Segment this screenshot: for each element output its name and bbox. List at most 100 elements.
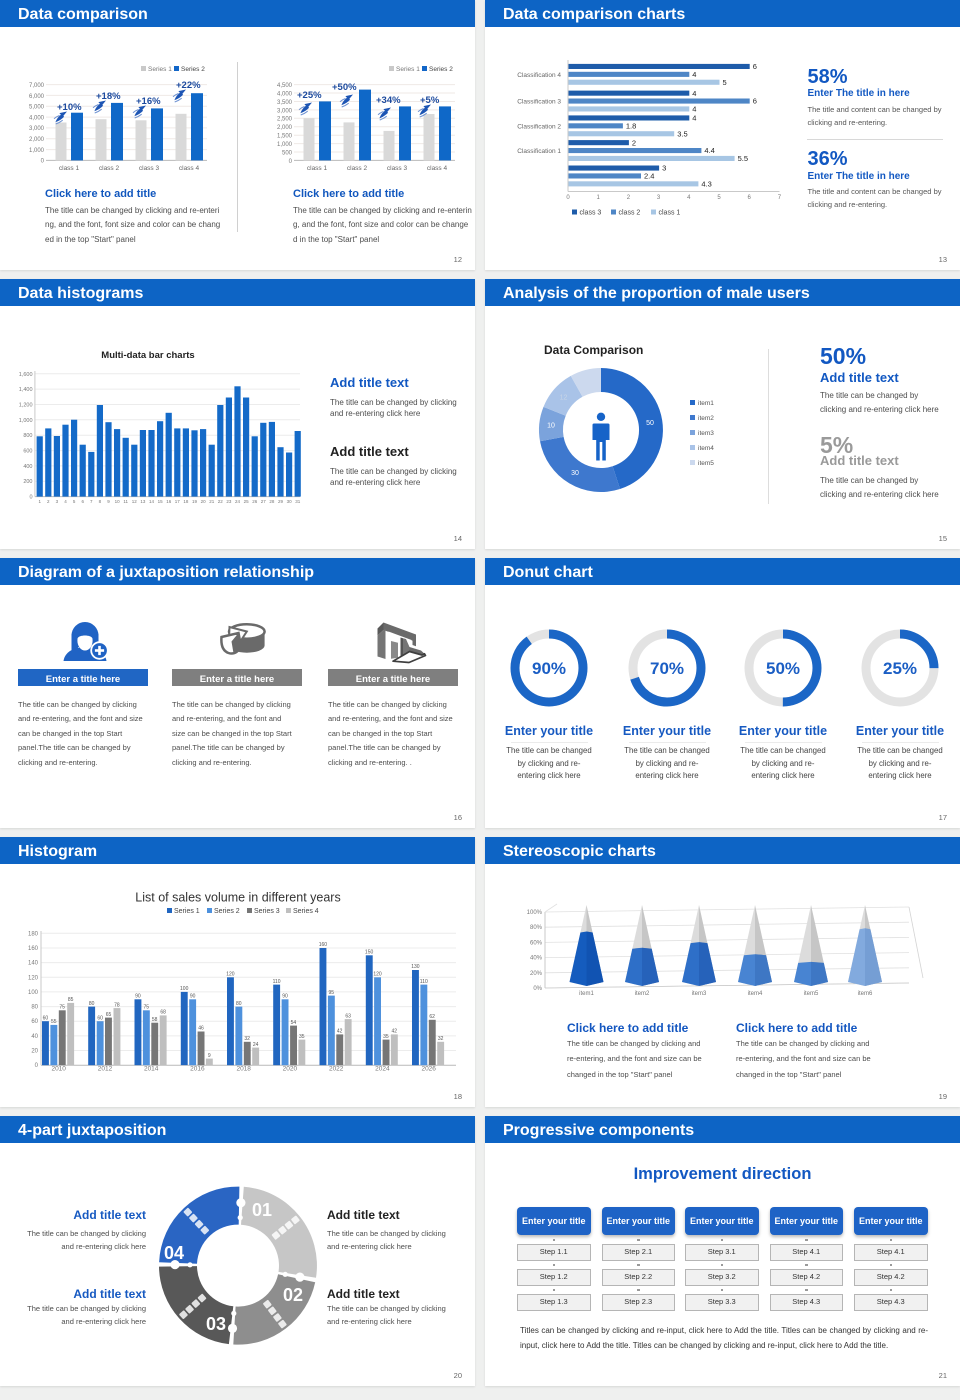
svg-text:160: 160 bbox=[319, 942, 328, 948]
svg-text:90: 90 bbox=[135, 994, 141, 1000]
svg-text:32: 32 bbox=[244, 1036, 250, 1042]
svg-text:8: 8 bbox=[99, 499, 102, 504]
svg-text:02: 02 bbox=[283, 1285, 303, 1305]
svg-text:Series 2: Series 2 bbox=[214, 908, 240, 915]
svg-text:140: 140 bbox=[28, 961, 39, 967]
svg-text:110: 110 bbox=[420, 979, 428, 985]
svg-text:75: 75 bbox=[144, 1005, 150, 1011]
svg-text:20: 20 bbox=[31, 1049, 38, 1055]
svg-text:160: 160 bbox=[28, 946, 39, 952]
svg-text:110: 110 bbox=[273, 979, 281, 985]
svg-text:40%: 40% bbox=[530, 956, 543, 962]
svg-text:+50%: +50% bbox=[332, 82, 357, 93]
svg-text:class 1: class 1 bbox=[59, 165, 80, 172]
svg-text:2014: 2014 bbox=[144, 1066, 159, 1073]
svg-text:+22%: +22% bbox=[176, 80, 201, 91]
svg-text:60%: 60% bbox=[530, 940, 543, 946]
svg-text:600: 600 bbox=[23, 449, 32, 455]
svg-text:120: 120 bbox=[226, 972, 235, 978]
svg-text:3,500: 3,500 bbox=[277, 100, 293, 106]
svg-text:class 1: class 1 bbox=[659, 210, 681, 217]
svg-text:42: 42 bbox=[337, 1029, 343, 1035]
svg-text:5,000: 5,000 bbox=[29, 105, 45, 111]
svg-text:2,000: 2,000 bbox=[29, 137, 45, 143]
svg-text:item4: item4 bbox=[698, 445, 714, 452]
svg-text:3,000: 3,000 bbox=[29, 126, 45, 132]
svg-text:30: 30 bbox=[287, 499, 293, 504]
svg-text:4: 4 bbox=[692, 105, 696, 114]
svg-text:150: 150 bbox=[365, 950, 374, 956]
svg-text:1,000: 1,000 bbox=[277, 142, 293, 148]
svg-text:7,000: 7,000 bbox=[29, 83, 45, 89]
svg-text:62: 62 bbox=[429, 1014, 435, 1020]
svg-text:5: 5 bbox=[73, 499, 76, 504]
svg-text:800: 800 bbox=[23, 433, 32, 439]
svg-text:+10%: +10% bbox=[57, 102, 82, 113]
svg-text:+5%: +5% bbox=[420, 95, 440, 106]
svg-text:class 3: class 3 bbox=[580, 210, 602, 217]
svg-text:0: 0 bbox=[289, 159, 293, 165]
svg-text:2010: 2010 bbox=[51, 1066, 66, 1073]
svg-text:item1: item1 bbox=[698, 400, 714, 407]
svg-text:90: 90 bbox=[190, 994, 196, 1000]
svg-text:0: 0 bbox=[35, 1063, 39, 1069]
svg-text:6: 6 bbox=[753, 97, 757, 106]
svg-text:20%: 20% bbox=[530, 971, 543, 977]
svg-text:Enter a title here: Enter a title here bbox=[46, 674, 120, 685]
svg-text:2016: 2016 bbox=[190, 1066, 205, 1073]
svg-text:class 2: class 2 bbox=[619, 210, 641, 217]
svg-text:3: 3 bbox=[662, 164, 666, 173]
svg-text:4,000: 4,000 bbox=[29, 115, 45, 121]
svg-text:2: 2 bbox=[632, 138, 636, 147]
svg-text:4: 4 bbox=[687, 195, 691, 201]
svg-text:0: 0 bbox=[41, 159, 45, 165]
svg-text:3,000: 3,000 bbox=[277, 108, 293, 114]
svg-text:1,200: 1,200 bbox=[19, 403, 33, 409]
svg-text:80: 80 bbox=[236, 1001, 242, 1007]
svg-text:04: 04 bbox=[164, 1243, 184, 1263]
svg-text:0%: 0% bbox=[533, 986, 542, 992]
svg-text:28: 28 bbox=[269, 499, 275, 504]
svg-text:4.4: 4.4 bbox=[704, 146, 714, 155]
svg-text:Enter a title here: Enter a title here bbox=[356, 674, 430, 685]
svg-text:+16%: +16% bbox=[136, 96, 161, 107]
svg-text:9: 9 bbox=[107, 499, 110, 504]
svg-text:12: 12 bbox=[560, 395, 568, 402]
svg-text:3: 3 bbox=[56, 499, 59, 504]
svg-text:80: 80 bbox=[89, 1001, 95, 1007]
svg-text:Series 2: Series 2 bbox=[429, 66, 453, 73]
svg-text:25: 25 bbox=[244, 499, 250, 504]
svg-text:item3: item3 bbox=[698, 430, 714, 437]
svg-text:2018: 2018 bbox=[236, 1066, 251, 1073]
svg-text:5: 5 bbox=[723, 78, 727, 87]
svg-text:35: 35 bbox=[383, 1034, 389, 1040]
svg-text:68: 68 bbox=[160, 1010, 166, 1016]
svg-text:200: 200 bbox=[23, 479, 32, 485]
svg-text:class 4: class 4 bbox=[179, 165, 200, 172]
svg-text:2020: 2020 bbox=[283, 1066, 298, 1073]
svg-text:50%: 50% bbox=[766, 659, 800, 678]
svg-text:Multi-data bar charts: Multi-data bar charts bbox=[101, 350, 194, 361]
svg-text:400: 400 bbox=[23, 464, 32, 470]
svg-text:2022: 2022 bbox=[329, 1066, 344, 1073]
svg-text:90%: 90% bbox=[532, 659, 566, 678]
svg-text:42: 42 bbox=[392, 1029, 398, 1035]
svg-text:+25%: +25% bbox=[297, 90, 322, 101]
svg-text:2: 2 bbox=[627, 195, 631, 201]
svg-text:29: 29 bbox=[278, 499, 284, 504]
svg-text:Series 4: Series 4 bbox=[293, 908, 319, 915]
svg-text:4: 4 bbox=[692, 114, 696, 123]
svg-text:01: 01 bbox=[252, 1200, 272, 1220]
svg-text:2.4: 2.4 bbox=[644, 172, 654, 181]
svg-text:Classification 1: Classification 1 bbox=[517, 148, 561, 155]
svg-text:95: 95 bbox=[329, 990, 335, 996]
svg-text:class 3: class 3 bbox=[387, 165, 408, 172]
svg-text:+34%: +34% bbox=[376, 95, 401, 106]
svg-text:12: 12 bbox=[132, 499, 138, 504]
svg-text:1.8: 1.8 bbox=[626, 122, 636, 131]
svg-text:30: 30 bbox=[571, 470, 579, 477]
svg-text:46: 46 bbox=[198, 1026, 204, 1032]
svg-text:4.3: 4.3 bbox=[701, 180, 711, 189]
svg-text:2012: 2012 bbox=[98, 1066, 113, 1073]
svg-text:19: 19 bbox=[192, 499, 198, 504]
